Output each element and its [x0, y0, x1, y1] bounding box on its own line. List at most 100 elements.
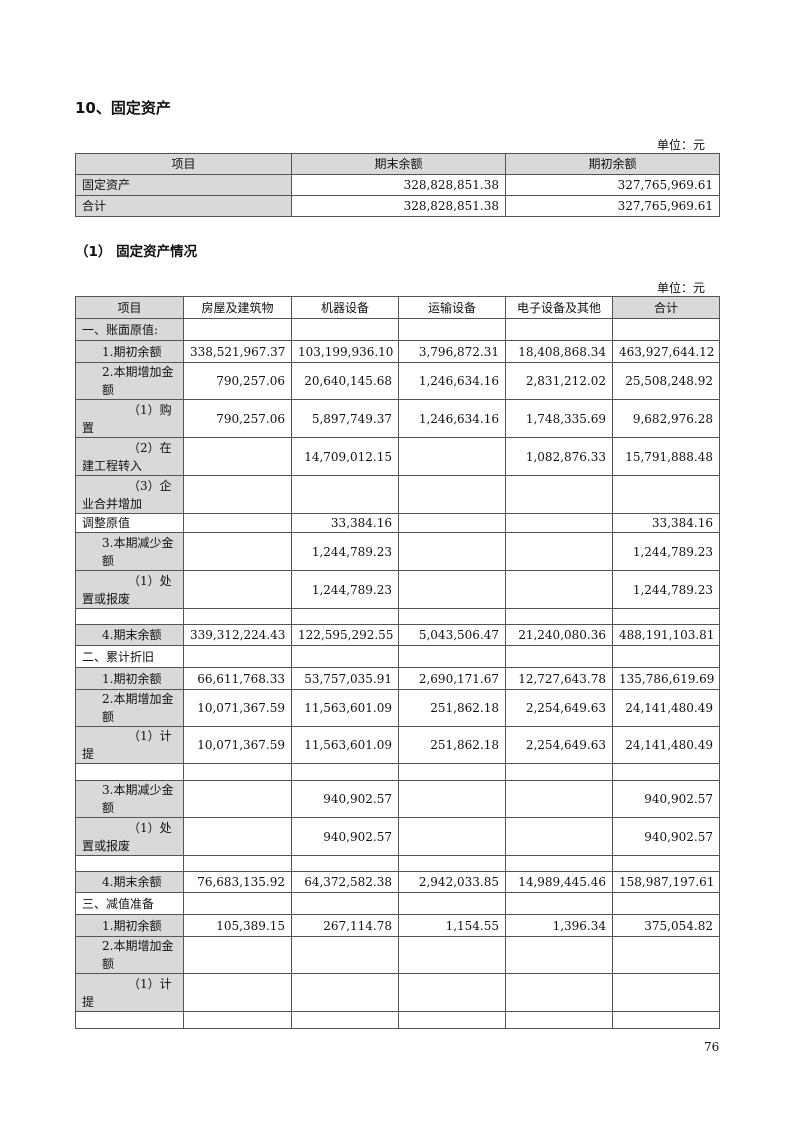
value-cell [398, 780, 506, 818]
value-cell: 33,384.16 [291, 513, 399, 533]
table-row: 2.本期增加金额 10,071,367.59 11,563,601.09 251,86… [75, 689, 720, 727]
column-header: 房屋及建筑物 [183, 296, 292, 319]
value-cell: 1,244,789.23 [612, 532, 720, 571]
value-cell [183, 855, 292, 872]
value-cell: 1,244,789.23 [291, 570, 399, 609]
value-cell: 251,862.18 [398, 689, 506, 727]
row-label: 1.期初余额 [75, 340, 184, 363]
row-label [75, 855, 184, 872]
value-cell: 11,563,601.09 [291, 689, 399, 727]
column-header: 项目 [75, 296, 184, 319]
table-row: （1）计提 10,071,367.59 11,563,601.09 251,862.1… [75, 726, 720, 764]
value-cell [612, 318, 720, 341]
value-cell [183, 892, 292, 915]
value-cell [183, 475, 292, 514]
value-cell [505, 892, 613, 915]
row-label: 固定资产 [75, 174, 292, 196]
value-cell [612, 892, 720, 915]
column-header: 运输设备 [398, 296, 506, 319]
value-cell: 53,757,035.91 [291, 667, 399, 690]
table-row: 固定资产 328,828,851.38 327,765,969.61 [75, 174, 720, 196]
value-cell: 2,690,171.67 [398, 667, 506, 690]
unit-label-2: 单位：元 [656, 281, 705, 295]
value-cell: 488,191,103.81 [612, 624, 720, 646]
value-cell: 12,727,643.78 [505, 667, 613, 690]
value-cell [398, 1011, 506, 1029]
value-cell: 2,254,649.63 [505, 726, 613, 764]
value-cell [291, 936, 399, 974]
table-row: 3.本期减少金额 940,902.57 940,902.57 [75, 780, 720, 818]
value-cell [291, 608, 399, 625]
value-cell: 25,508,248.92 [612, 362, 720, 400]
value-cell: 1,246,634.16 [398, 399, 506, 438]
value-cell [183, 570, 292, 609]
row-label: （1）处置或报废 [75, 570, 184, 609]
value-cell: 327,765,969.61 [505, 195, 720, 217]
value-cell [612, 1011, 720, 1029]
table-row: 调整原值 33,384.16 33,384.16 [75, 513, 720, 533]
value-cell [612, 475, 720, 514]
value-cell [291, 475, 399, 514]
value-cell [398, 645, 506, 668]
value-cell [183, 645, 292, 668]
value-cell [505, 318, 613, 341]
table-row: （1）处置或报废 1,244,789.23 1,244,789.23 [75, 570, 720, 609]
value-cell: 14,989,445.46 [505, 871, 613, 893]
value-cell [291, 892, 399, 915]
value-cell [612, 973, 720, 1012]
value-cell: 2,254,649.63 [505, 689, 613, 727]
value-cell: 339,312,224.43 [183, 624, 292, 646]
value-cell [183, 608, 292, 625]
subsection-title: （1） 固定资产情况 [75, 244, 198, 260]
row-label: 4.期末余额 [75, 871, 184, 893]
value-cell [398, 570, 506, 609]
value-cell: 10,071,367.59 [183, 689, 292, 727]
header-row: 项目 房屋及建筑物 机器设备 运输设备 电子设备及其他 合计 [75, 296, 720, 319]
value-cell: 790,257.06 [183, 399, 292, 438]
value-cell: 1,244,789.23 [612, 570, 720, 609]
value-cell: 3,796,872.31 [398, 340, 506, 363]
value-cell [398, 892, 506, 915]
row-label: 三、减值准备 [75, 892, 184, 915]
value-cell [183, 437, 292, 476]
table-row [75, 763, 720, 781]
value-cell: 2,831,212.02 [505, 362, 613, 400]
table-row: 4.期末余额 76,683,135.92 64,372,582.38 2,942,03… [75, 871, 720, 893]
value-cell [398, 513, 506, 533]
row-label: （1）购置 [75, 399, 184, 438]
value-cell [505, 645, 613, 668]
column-header: 合计 [612, 296, 720, 319]
value-cell: 267,114.78 [291, 914, 399, 937]
column-header: 期末余额 [291, 153, 506, 175]
value-cell [183, 817, 292, 856]
value-cell [291, 645, 399, 668]
value-cell [183, 513, 292, 533]
summary-table: 项目 期末余额 期初余额 固定资产 328,828,851.38 327,765,969.… [75, 153, 720, 217]
value-cell [505, 780, 613, 818]
value-cell: 66,611,768.33 [183, 667, 292, 690]
table-row [75, 608, 720, 625]
table-row: （1）处置或报废 940,902.57 940,902.57 [75, 817, 720, 856]
value-cell [183, 318, 292, 341]
value-cell [291, 1011, 399, 1029]
table-row: 1.期初余额 66,611,768.33 53,757,035.91 2,690,17… [75, 667, 720, 690]
table-row [75, 1011, 720, 1029]
section-title: 10、固定资产 [75, 99, 171, 117]
value-cell [505, 608, 613, 625]
row-label [75, 608, 184, 625]
value-cell [183, 780, 292, 818]
value-cell [398, 763, 506, 781]
value-cell [291, 763, 399, 781]
value-cell: 940,902.57 [612, 780, 720, 818]
value-cell [505, 513, 613, 533]
value-cell [505, 855, 613, 872]
value-cell: 105,389.15 [183, 914, 292, 937]
value-cell [505, 1011, 613, 1029]
value-cell: 1,154.55 [398, 914, 506, 937]
value-cell: 21,240,080.36 [505, 624, 613, 646]
value-cell [398, 855, 506, 872]
value-cell [505, 973, 613, 1012]
table-row: 1.期初余额 105,389.15 267,114.78 1,154.55 1,396.… [75, 914, 720, 937]
table-row: 二、累计折旧 [75, 645, 720, 668]
